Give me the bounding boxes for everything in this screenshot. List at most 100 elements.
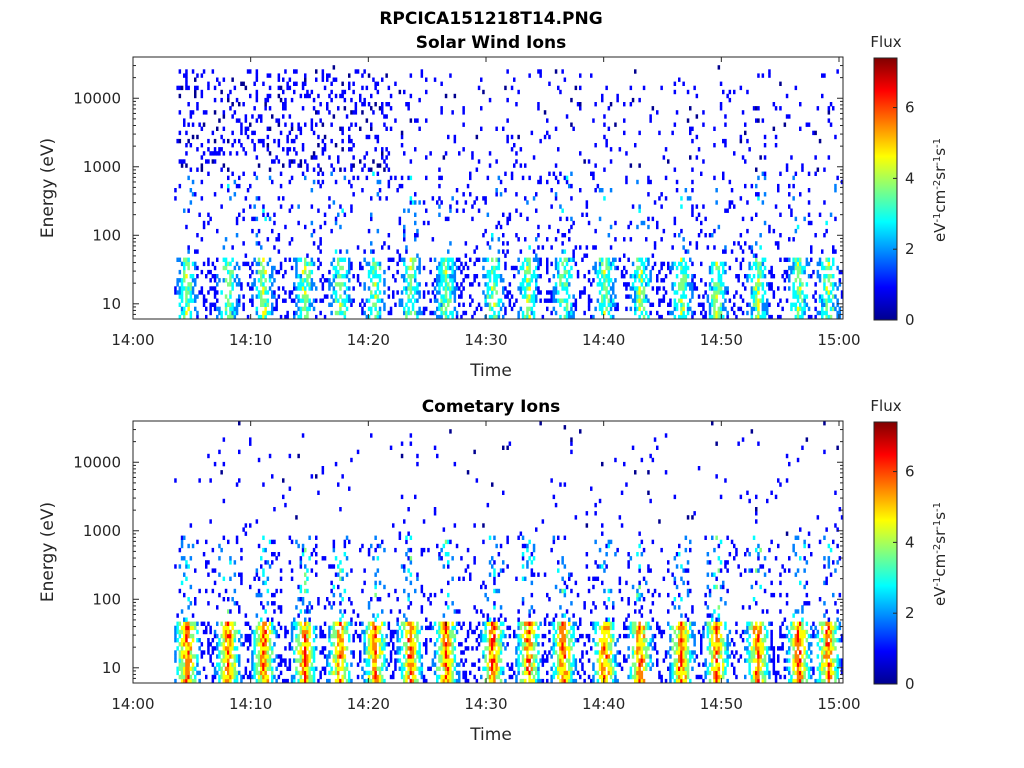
- heatmap-cell: [528, 286, 531, 291]
- heatmap-cell: [337, 650, 340, 655]
- heatmap-cell: [260, 654, 263, 659]
- heatmap-cell: [222, 126, 226, 131]
- heatmap-cell: [330, 81, 333, 86]
- heatmap-cell: [308, 674, 311, 680]
- heatmap-cell: [794, 278, 798, 283]
- heatmap-cell: [216, 654, 219, 659]
- heatmap-cell: [293, 650, 296, 655]
- heatmap-cell: [711, 314, 714, 320]
- heatmap-cell: [526, 633, 529, 639]
- heatmap-cell: [438, 261, 441, 267]
- heatmap-cell: [535, 633, 538, 639]
- heatmap-cell: [658, 269, 661, 275]
- heatmap-cell: [222, 633, 226, 639]
- heatmap-cell: [587, 278, 591, 283]
- heatmap-cell: [231, 642, 234, 647]
- heatmap-cell: [235, 629, 239, 635]
- heatmap-cell: [224, 306, 228, 312]
- heatmap-cell: [224, 302, 228, 307]
- heatmap-cell: [451, 621, 454, 626]
- heatmap-cell: [310, 646, 314, 651]
- heatmap-cell: [328, 654, 331, 659]
- heatmap-cell: [183, 625, 186, 631]
- heatmap-cell: [205, 110, 208, 115]
- heatmap-cell: [321, 646, 325, 651]
- heatmap-cell: [198, 670, 201, 676]
- heatmap-cell: [513, 633, 516, 639]
- heatmap-cell: [319, 241, 322, 246]
- heatmap-cell: [515, 662, 518, 667]
- heatmap-cell: [275, 633, 278, 639]
- heatmap-cell: [517, 662, 520, 667]
- heatmap-cell: [348, 134, 351, 140]
- heatmap-cell: [295, 625, 298, 631]
- heatmap-cell: [216, 642, 219, 647]
- heatmap-cell: [304, 629, 307, 635]
- heatmap-cell: [686, 306, 690, 312]
- heatmap-cell: [631, 286, 635, 291]
- heatmap-cell: [766, 282, 769, 287]
- heatmap-cell: [493, 576, 496, 581]
- heatmap-cell: [255, 269, 259, 275]
- heatmap-cell: [273, 245, 276, 250]
- heatmap-cell: [425, 678, 428, 684]
- heatmap-cell: [286, 678, 289, 684]
- heatmap-cell: [451, 625, 454, 631]
- heatmap-cell: [367, 552, 371, 557]
- heatmap-cell: [491, 482, 494, 487]
- heatmap-cell: [367, 605, 371, 610]
- heatmap-cell: [515, 192, 518, 197]
- heatmap-cell: [466, 274, 470, 279]
- heatmap-cell: [605, 294, 608, 299]
- heatmap-cell: [407, 646, 410, 651]
- heatmap-cell: [312, 97, 316, 103]
- heatmap-cell: [244, 633, 248, 639]
- heatmap-cell: [755, 261, 758, 267]
- heatmap-cell: [405, 314, 408, 320]
- heatmap-cell: [407, 568, 410, 573]
- heatmap-cell: [321, 151, 325, 156]
- heatmap-cell: [510, 674, 514, 680]
- heatmap-cell: [240, 122, 243, 127]
- heatmap-cell: [343, 302, 347, 307]
- heatmap-cell: [440, 638, 443, 643]
- heatmap-cell: [343, 621, 347, 626]
- heatmap-cell: [308, 269, 311, 275]
- heatmap-cell: [330, 122, 333, 127]
- heatmap-cell: [326, 278, 329, 283]
- heatmap-cell: [497, 674, 501, 680]
- heatmap-cell: [447, 625, 450, 631]
- heatmap-cell: [262, 302, 265, 307]
- heatmap-cell: [829, 102, 833, 107]
- heatmap-cell: [680, 269, 683, 275]
- heatmap-cell: [255, 73, 259, 78]
- heatmap-cell: [260, 261, 263, 267]
- heatmap-cell: [464, 638, 468, 643]
- heatmap-cell: [493, 568, 496, 573]
- heatmap-cell: [733, 89, 736, 95]
- heatmap-cell: [416, 576, 419, 581]
- heatmap-cell: [312, 670, 316, 676]
- heatmap-cell: [755, 298, 758, 303]
- heatmap-cell: [451, 278, 454, 283]
- heatmap-cell: [568, 310, 571, 316]
- heatmap-cell: [438, 302, 441, 307]
- heatmap-cell: [178, 130, 182, 136]
- heatmap-cell: [565, 306, 569, 312]
- heatmap-cell: [367, 674, 371, 680]
- heatmap-cell: [407, 102, 410, 107]
- heatmap-cell: [532, 654, 536, 659]
- heatmap-cell: [491, 306, 494, 312]
- heatmap-cell: [462, 310, 465, 316]
- heatmap-cell: [678, 261, 681, 267]
- heatmap-cell: [255, 93, 259, 99]
- heatmap-cell: [708, 306, 712, 312]
- heatmap-cell: [711, 269, 714, 275]
- heatmap-cell: [407, 265, 410, 271]
- heatmap-cell: [563, 257, 567, 262]
- heatmap-cell: [222, 674, 226, 680]
- heatmap-cell: [418, 290, 421, 295]
- heatmap-cell: [235, 216, 239, 222]
- heatmap-cell: [453, 658, 457, 663]
- heatmap-cell: [464, 658, 468, 663]
